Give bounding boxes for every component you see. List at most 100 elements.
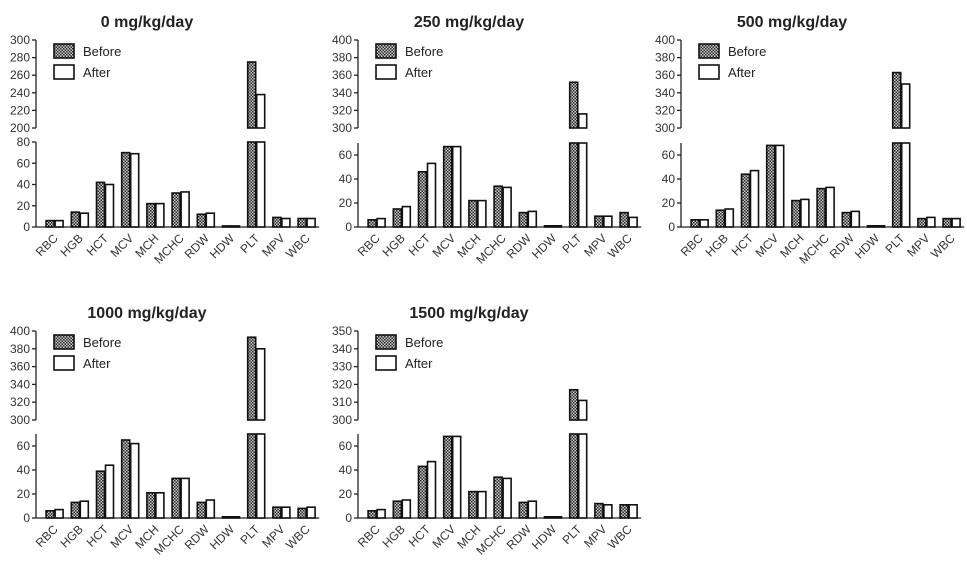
bar-after (306, 217, 316, 228)
y-tick-label: 60 (339, 148, 353, 162)
y-tick-label: 40 (17, 178, 31, 192)
bar-after (255, 93, 266, 129)
bar-before (417, 171, 428, 228)
bar-after (951, 217, 961, 228)
bar-after (426, 460, 437, 519)
bar-before (568, 81, 579, 129)
bar-after (774, 144, 785, 228)
bar-after (628, 216, 638, 228)
x-tick-label: HCT (84, 522, 112, 550)
x-tick-label: PLT (237, 231, 262, 256)
bar-after (502, 186, 512, 228)
bar-before (765, 144, 776, 228)
bar-after (54, 219, 64, 228)
bar-after (628, 503, 638, 519)
x-tick-label: HDW (207, 231, 238, 262)
bar-after (129, 442, 140, 519)
bar-before (297, 217, 307, 228)
x-tick-label: RBC (678, 231, 706, 259)
bar-before (367, 509, 377, 519)
y-tick-label: 340 (655, 86, 675, 100)
bar-before (146, 491, 156, 519)
bar-after (255, 141, 266, 228)
bar-after (129, 152, 140, 228)
bar-after (230, 515, 241, 519)
y-tick-label: 20 (339, 487, 353, 501)
x-tick-label: MPV (581, 522, 609, 550)
y-tick-label: 300 (10, 413, 30, 427)
bar-after (205, 212, 216, 228)
bar-after (79, 212, 90, 228)
legend-swatch-after (698, 64, 720, 80)
bar-before (518, 501, 529, 519)
x-tick-label: MCV (108, 231, 137, 260)
y-tick-label: 0 (345, 220, 352, 234)
x-tick-label: RBC (355, 231, 383, 259)
x-tick-label: HDW (529, 522, 560, 553)
x-tick-label: RDW (827, 231, 858, 262)
y-tick-label: 380 (332, 51, 352, 65)
y-tick-label: 60 (662, 148, 676, 162)
bar-before (816, 187, 826, 228)
chart-panel: 1500 mg/kg/day 0 20 40 60 300 310 320 330 340 350 R… (332, 305, 642, 558)
y-tick-label: 20 (17, 487, 31, 501)
y-tick-label: 400 (655, 33, 675, 47)
x-tick-label: PLT (559, 231, 584, 256)
legend-label-before: Before (405, 335, 443, 350)
x-tick-label: WBC (928, 231, 958, 261)
bar-after (926, 216, 936, 228)
y-tick-label: 300 (332, 121, 352, 135)
legend-swatch-after (375, 64, 397, 80)
x-tick-label: HGB (380, 231, 408, 259)
chart-title: 1000 mg/kg/day (87, 305, 206, 322)
bar-before (45, 219, 55, 228)
bar-after (850, 210, 861, 228)
x-tick-label: HGB (380, 522, 408, 550)
bar-before (367, 219, 377, 228)
x-tick-label: MPV (904, 231, 932, 259)
bar-before (594, 215, 604, 228)
bar-after (699, 219, 709, 228)
bar-before (690, 219, 700, 228)
bar-after (155, 491, 165, 519)
bar-before (493, 185, 503, 228)
y-tick-label: 320 (10, 395, 30, 409)
legend-swatch-after (53, 64, 75, 80)
x-tick-label: HCT (406, 522, 434, 550)
bar-before (171, 192, 181, 228)
bar-after (577, 142, 588, 228)
x-tick-label: MCV (430, 522, 459, 551)
y-tick-label: 380 (655, 51, 675, 65)
legend-label-after: After (83, 356, 111, 371)
y-tick-label: 360 (655, 68, 675, 82)
y-tick-label: 320 (655, 103, 675, 117)
chart-title: 0 mg/kg/day (101, 14, 194, 31)
bar-after (900, 83, 911, 129)
bar-before (221, 515, 232, 519)
bar-before (246, 141, 257, 228)
y-tick-label: 60 (339, 439, 353, 453)
bar-after (155, 202, 165, 228)
legend-swatch-after (53, 355, 75, 371)
bar-before (594, 502, 604, 519)
bar-before (196, 213, 207, 228)
bar-before (891, 71, 902, 129)
bar-before (146, 202, 156, 228)
bar-before (740, 173, 751, 228)
bar-before (568, 388, 579, 421)
legend-label-after: After (728, 65, 756, 80)
bar-after (502, 477, 512, 519)
y-tick-label: 40 (17, 463, 31, 477)
x-tick-label: HDW (529, 231, 560, 262)
bar-before (45, 509, 55, 519)
y-tick-label: 20 (662, 196, 676, 210)
bar-after (281, 506, 291, 519)
bar-before (619, 211, 629, 228)
bar-before (120, 151, 131, 228)
bar-after (255, 433, 266, 519)
bar-after (104, 183, 115, 228)
bar-before (392, 500, 403, 519)
x-tick-label: RDW (504, 522, 535, 553)
y-tick-label: 300 (655, 121, 675, 135)
